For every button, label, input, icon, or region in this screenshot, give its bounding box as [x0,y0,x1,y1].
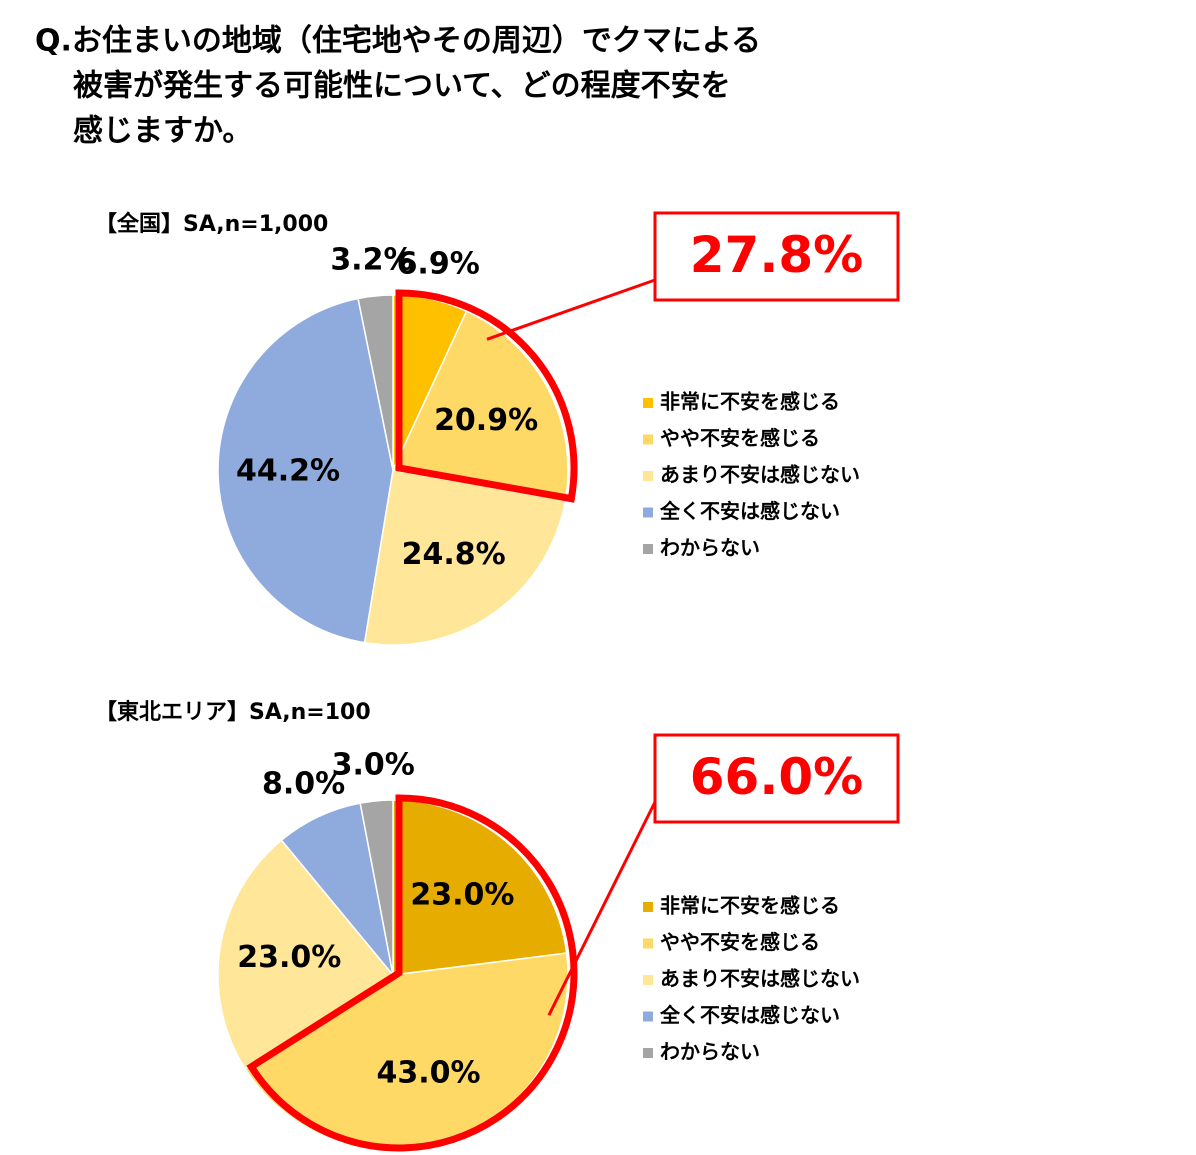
legend-swatch [643,507,653,518]
chart-subtitle: 【東北エリア】SA,n=100 [95,700,371,725]
legend-label: あまり不安は感じない [660,967,860,991]
pie-slice [217,297,394,644]
data-label: 43.0% [377,1055,481,1090]
data-label: 20.9% [434,403,538,438]
highlight-outline [246,794,578,1152]
legend-label: 非常に不安を感じる [660,894,840,918]
legend-label: あまり不安は感じない [660,463,860,487]
chart-subtitle: 【全国】SA,n=1,000 [95,211,328,237]
pie-slice [357,294,394,471]
data-label: 23.0% [237,940,341,975]
data-label: 6.9% [397,246,480,281]
data-label: 44.2% [236,453,340,488]
callout-box [653,733,900,824]
question-line: 感じますか。 [73,114,252,149]
data-label: 24.8% [402,537,506,572]
legend-swatch [643,1011,653,1022]
legend-label: やや不安を感じる [660,426,820,450]
pie-slice [359,799,394,976]
callout-box [653,211,900,302]
question-line: 被害が発生する可能性について、どの程度不安を [73,69,731,104]
data-label: 23.0% [410,878,514,913]
pie-slice [217,839,395,1070]
legend-label: 全く不安は感じない [659,1003,840,1027]
data-label: 3.0% [332,747,415,782]
legend-swatch [643,398,653,408]
legend-label: 非常に不安を感じる [660,390,840,414]
data-label: 8.0% [262,766,345,801]
legend-swatch [643,938,653,949]
highlight-outline [395,289,578,503]
legend-swatch [643,544,653,554]
callout-line [547,801,657,1016]
legend-swatch [643,1048,653,1058]
callout-label: 66.0% [690,748,863,806]
callout-label: 27.8% [690,226,863,284]
callout-line [486,278,656,341]
legend-swatch [643,975,653,985]
legend-swatch [643,902,653,912]
pie-slice [363,469,567,646]
legend-label: やや不安を感じる [660,930,820,954]
legend-label: わからない [660,536,760,560]
question-line: Q.お住まいの地域（住宅地やその周辺）でクマによる [35,24,761,59]
legend-swatch [643,471,653,481]
data-label: 3.2% [330,243,413,278]
legend-swatch [643,434,653,445]
legend-label: わからない [660,1040,760,1064]
pie-slice [391,310,569,502]
legend-label: 全く不安は感じない [659,499,840,523]
